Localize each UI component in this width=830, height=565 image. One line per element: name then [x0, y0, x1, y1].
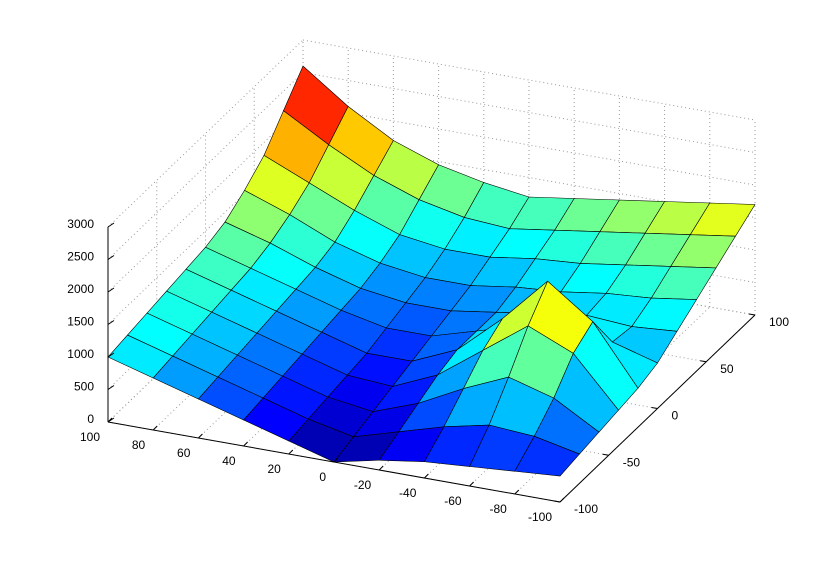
tick-mark: [559, 497, 565, 503]
tick-mark: [424, 473, 429, 479]
tick-mark: [748, 313, 756, 316]
tick-mark: [651, 407, 658, 409]
grid-line: [302, 72, 756, 153]
tick-mark: [469, 481, 474, 487]
tick-mark: [553, 500, 561, 503]
x-tick-label: 40: [222, 454, 236, 468]
x-tick-label: 80: [132, 438, 146, 452]
x-tick-label: 100: [80, 430, 100, 444]
tick-mark: [700, 360, 707, 363]
tick-mark: [288, 449, 294, 455]
z-tick-label: 0: [87, 412, 94, 426]
tick-mark: [107, 320, 115, 325]
z-tick-label: 1000: [67, 347, 94, 361]
tick-mark: [107, 255, 115, 260]
grid-line: [302, 39, 756, 121]
z-tick-label: 2500: [67, 250, 94, 264]
tick-mark: [107, 287, 115, 293]
y-tick-label: 50: [720, 362, 734, 376]
z-tick-label: 3000: [67, 217, 94, 231]
z-tick-label: 1500: [67, 315, 94, 329]
x-tick-label: -60: [444, 494, 462, 508]
x-tick-label: -40: [399, 486, 417, 500]
tick-mark: [243, 441, 248, 447]
z-tick-label: 500: [74, 380, 94, 394]
x-tick-label: 0: [319, 470, 326, 484]
tick-mark: [107, 417, 113, 423]
x-tick-label: -100: [528, 510, 552, 524]
x-tick-label: -80: [489, 502, 507, 516]
tick-mark: [333, 457, 339, 463]
x-tick-label: 60: [177, 446, 191, 460]
z-tick-label: 2000: [67, 282, 94, 296]
tick-mark: [107, 352, 115, 358]
y-tick-label: -50: [623, 455, 641, 469]
tick-mark: [198, 433, 203, 439]
x-tick-label: 20: [267, 462, 281, 476]
tick-mark: [107, 222, 115, 228]
tick-mark: [378, 465, 384, 471]
y-tick-label: 100: [769, 315, 789, 329]
y-tick-label: 0: [672, 409, 679, 423]
surface-patch: [514, 435, 581, 477]
y-tick-label: -100: [574, 502, 598, 516]
x-tick-label: -20: [354, 478, 372, 492]
tick-mark: [152, 425, 158, 431]
tick-mark: [602, 453, 609, 456]
tick-mark: [107, 385, 115, 390]
grid-line: [302, 104, 756, 186]
tick-mark: [514, 489, 520, 495]
